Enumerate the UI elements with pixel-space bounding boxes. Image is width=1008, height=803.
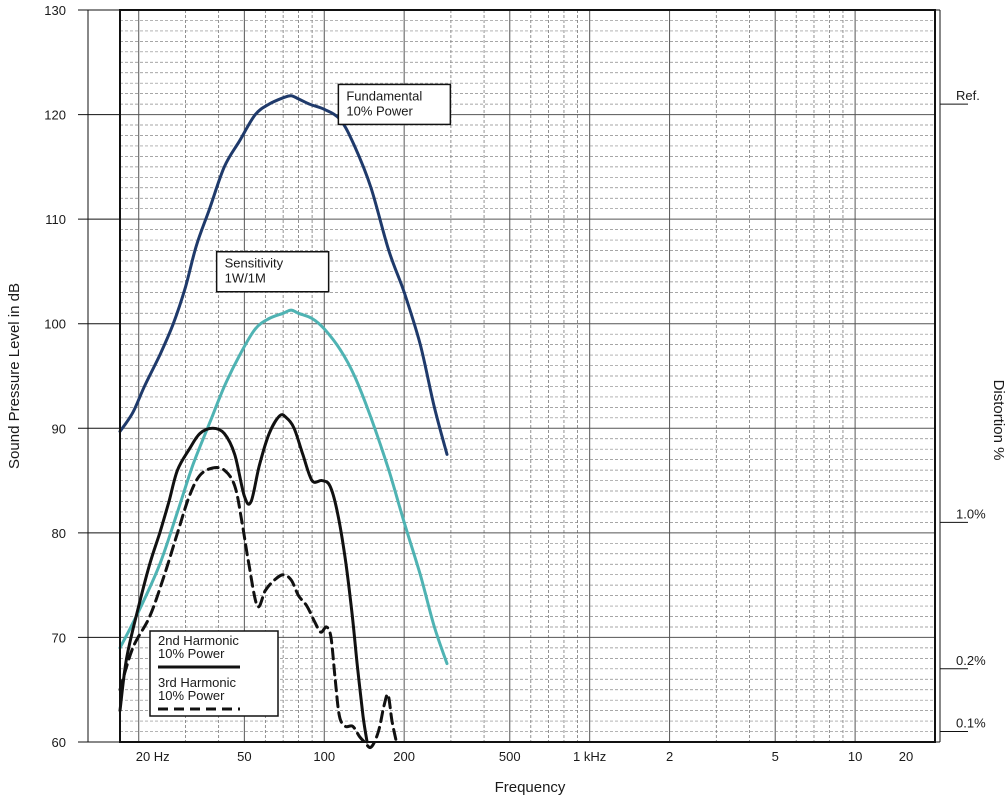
plot-frame <box>119 9 936 743</box>
y-axis-title: Sound Pressure Level in dB <box>6 283 23 469</box>
annotation-text: 1W/1M <box>225 271 266 286</box>
right-tick-label: Ref. <box>956 88 980 103</box>
annotation-text: Fundamental <box>346 88 422 103</box>
y-tick-label: 60 <box>52 735 66 750</box>
right-tick-label: 0.2% <box>956 653 986 668</box>
x-tick-label: 50 <box>237 749 251 764</box>
fundamental-curve <box>118 94 449 456</box>
x-tick-label: 100 <box>313 749 335 764</box>
x-tick-label: 1 kHz <box>573 749 606 764</box>
left-axis: 60 70 80 90 100 110 120 130 <box>44 3 120 750</box>
legend-text: 10% Power <box>158 646 225 661</box>
right-tick-label: 1.0% <box>956 506 986 521</box>
x-axis-title: Frequency <box>495 779 566 796</box>
x-tick-label: 20 Hz <box>136 749 170 764</box>
y-tick-label: 100 <box>44 317 66 332</box>
x-tick-label: 20 <box>899 749 913 764</box>
x-tick-label: 2 <box>666 749 673 764</box>
legend-text: 10% Power <box>158 688 225 703</box>
second-harmonic-curve <box>118 413 369 744</box>
grid <box>120 10 936 742</box>
right-axis: Ref. 1.0% 0.2% 0.1% <box>935 9 986 743</box>
curves <box>118 94 449 750</box>
y-tick-label: 90 <box>52 421 66 436</box>
y-tick-label: 110 <box>45 212 66 227</box>
third-harmonic-curve <box>118 466 398 750</box>
annotation-text: Sensitivity <box>225 256 284 271</box>
y-axis-right-title: Distortion % <box>990 380 1007 461</box>
y-tick-label: 130 <box>44 3 66 18</box>
annotation-box <box>215 250 330 293</box>
x-tick-label: 200 <box>393 749 415 764</box>
legend-text: 2nd Harmonic <box>158 633 239 648</box>
x-axis: 20 Hz 50 100 200 500 1 kHz 2 5 10 20 <box>136 749 914 764</box>
legend-box <box>149 630 279 717</box>
right-tick-label: 0.1% <box>956 716 986 731</box>
sensitivity-curve <box>118 308 449 666</box>
y-tick-label: 70 <box>52 630 66 645</box>
legend-text: 3rd Harmonic <box>158 675 237 690</box>
x-tick-label: 10 <box>848 749 862 764</box>
y-tick-label: 120 <box>44 108 66 123</box>
x-tick-label: 500 <box>499 749 521 764</box>
annotation-box <box>337 83 452 126</box>
x-tick-label: 5 <box>772 749 779 764</box>
annotation-text: 10% Power <box>346 103 413 118</box>
y-tick-label: 80 <box>52 526 66 541</box>
